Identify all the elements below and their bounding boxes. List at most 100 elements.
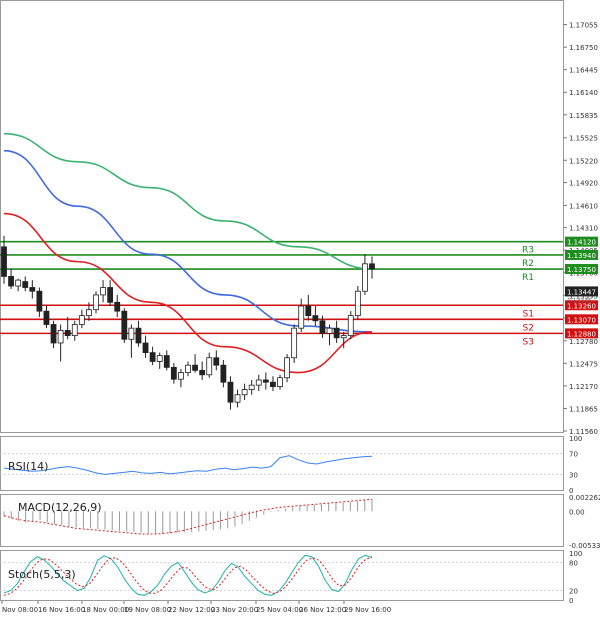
candle-down — [121, 310, 128, 340]
price-tick-label: 1.11560 — [569, 428, 598, 436]
candle-up — [298, 305, 305, 329]
time-tick-label: 19 Nov 08:00 — [124, 606, 171, 614]
last-price-label: 1.13447 — [567, 288, 596, 296]
candle-up — [277, 377, 283, 388]
rsi-tick-label: 70 — [569, 451, 578, 459]
candle-up — [93, 294, 99, 311]
candle-up — [284, 357, 290, 379]
candle-up — [340, 335, 347, 339]
price-tick-label: 1.15220 — [569, 157, 598, 165]
price-tick-label: 1.12170 — [569, 383, 598, 391]
level-price-label: 1.13070 — [567, 316, 596, 324]
level-price-label: 1.13750 — [567, 266, 596, 274]
stoch-signal-line — [3, 556, 373, 596]
candle-up — [156, 355, 163, 362]
last-price-secondary: 1.13335 — [567, 297, 592, 304]
price-tick-label: 1.16445 — [569, 67, 598, 75]
candle-down — [149, 352, 156, 362]
price-tick-label: 1.14920 — [569, 179, 598, 187]
price-tick-label: 1.12780 — [569, 338, 598, 346]
candle-up — [241, 389, 248, 396]
candles — [1, 235, 375, 410]
price-tick-label: 1.17055 — [569, 22, 598, 30]
candle-up — [234, 394, 241, 403]
macd-tick-label: -0.005339 — [569, 542, 600, 550]
candle-down — [135, 327, 142, 344]
candle-up — [255, 379, 262, 386]
candle-up — [71, 324, 78, 336]
candle-down — [199, 369, 206, 376]
rsi-title: RSI(14) — [8, 460, 48, 473]
candle-up — [206, 357, 213, 376]
candle-up — [78, 315, 85, 325]
candle-down — [220, 364, 227, 383]
candle-down — [170, 366, 177, 380]
candle-up — [15, 279, 22, 287]
level-price-box — [565, 249, 598, 260]
moving-average-1 — [3, 132, 373, 270]
candle-down — [213, 357, 220, 366]
time-tick-label: 18 Nov 00:00 — [82, 606, 129, 614]
price-tick-label: 1.12475 — [569, 360, 598, 368]
candle-down — [312, 315, 319, 322]
stoch-panel-frame — [0, 550, 564, 601]
level-label-s3: S3 — [523, 337, 534, 347]
macd-tick-label: 0.00 — [569, 508, 585, 516]
price-tick-label: 1.14610 — [569, 202, 598, 210]
level-price-label: 1.12880 — [567, 330, 596, 338]
stoch-main-line — [3, 554, 373, 596]
stoch-title: Stoch(5,5,3) — [8, 568, 76, 581]
support-resistance-levels: R3 1.14120 R2 1.13940 R1 1.13750 S1 1.13260 S2 1.… — [0, 236, 598, 347]
rsi-panel: 100 70 30 0 — [0, 435, 582, 495]
level-price-label: 1.13260 — [567, 302, 596, 310]
price-tick-label: 1.16140 — [569, 89, 598, 97]
macd-title: MACD(12,26,9) — [18, 501, 102, 514]
candle-down — [8, 276, 14, 287]
candle-up — [291, 327, 298, 359]
time-tick-label: 22 Nov 12:00 — [168, 606, 215, 614]
candle-down — [50, 324, 57, 344]
candle-up — [86, 309, 92, 317]
macd-signal-line — [3, 498, 373, 535]
time-tick-label: 23 Nov 20:00 — [211, 606, 258, 614]
candle-down — [319, 320, 326, 334]
candle-up — [100, 287, 106, 296]
level-price-label: 1.13940 — [567, 252, 596, 260]
level-price-box — [565, 236, 598, 247]
time-tick-label: Nov 08:00 — [2, 606, 38, 614]
stoch-tick-label: 80 — [569, 559, 578, 567]
rsi-panel-frame — [0, 436, 564, 491]
time-tick-label: 29 Nov 16:00 — [344, 606, 391, 614]
stoch-tick-label: 20 — [569, 588, 578, 596]
candle-up — [347, 315, 354, 336]
price-panel-frame — [0, 0, 564, 433]
candle-down — [333, 327, 340, 339]
candle-up — [57, 330, 64, 344]
price-tick-label: 1.15525 — [569, 135, 598, 143]
level-label-r2: R2 — [522, 259, 534, 269]
price-tick-label: 1.16750 — [569, 44, 598, 52]
candle-down — [114, 301, 121, 312]
level-price-box — [565, 328, 598, 339]
macd-panel: 0.002262 0.00 -0.005339 — [3, 494, 600, 550]
candle-down — [192, 364, 198, 371]
candle-down — [142, 342, 149, 353]
price-axis: 1.17055 1.16750 1.16445 1.16140 1.15835 1.155… — [563, 22, 598, 436]
stoch-tick-label: 100 — [569, 550, 582, 558]
candle-down — [22, 281, 29, 288]
level-label-s2: S2 — [523, 323, 534, 333]
candle-down — [64, 330, 71, 336]
candle-down — [262, 379, 269, 383]
level-price-box — [565, 314, 598, 325]
level-price-label: 1.14120 — [567, 239, 596, 247]
level-label-r1: R1 — [522, 273, 534, 283]
candle-down — [1, 246, 7, 277]
candle-down — [43, 310, 50, 325]
candle-down — [29, 287, 36, 292]
candle-up — [248, 384, 255, 390]
price-tick-label: 1.14310 — [569, 225, 598, 233]
